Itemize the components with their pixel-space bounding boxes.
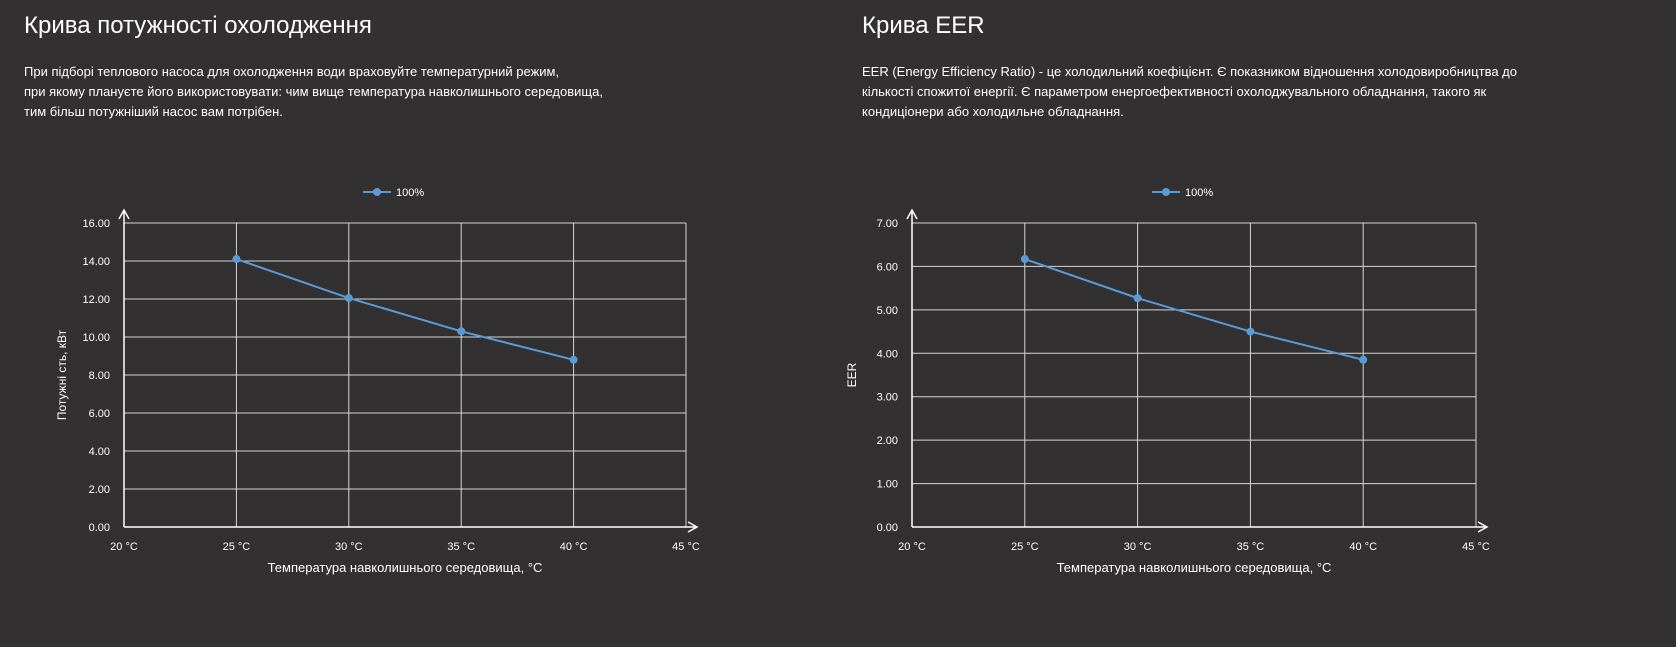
cooling-capacity-chart: 0.00 2.00 4.00 6.00 8.00 10.00 12.00 14.00 16.00… (55, 187, 700, 575)
y-tick-label: 4.00 (89, 446, 110, 458)
data-point (1020, 255, 1029, 264)
y-tick-label: 7.00 (877, 218, 898, 230)
series-line (236, 258, 574, 361)
y-tick-label: 5.00 (877, 305, 898, 317)
y-tick-label: 12.00 (82, 294, 110, 306)
x-tick-label: 30 °C (335, 541, 363, 553)
data-point (1133, 294, 1142, 303)
x-tick-label: 25 °C (223, 541, 251, 553)
y-tick-label: 4.00 (877, 348, 898, 360)
series-line (1024, 258, 1364, 361)
y-tick-label: 8.00 (89, 370, 110, 382)
description-line: При підборі теплового насоса для охолодж… (24, 64, 560, 79)
y-axis-arrow (118, 208, 130, 220)
panel-description: При підборі теплового насоса для охолодж… (24, 62, 664, 122)
x-axis-arrow (1477, 521, 1489, 533)
x-tick-label: 35 °C (1237, 541, 1265, 553)
y-tick-label: 10.00 (82, 332, 110, 344)
x-tick-label: 30 °C (1124, 541, 1152, 553)
x-tick-label: 35 °C (447, 541, 475, 553)
y-tick-label: 2.00 (89, 484, 110, 496)
data-point (1359, 355, 1368, 364)
panel-description: EER (Energy Efficiency Ratio) - це холод… (862, 62, 1562, 122)
description-line: тим більш потужніший насос вам потрібен. (24, 104, 283, 119)
eer-chart: 0.00 1.00 2.00 3.00 4.00 5.00 6.00 7.00 20 °C 25 … (845, 187, 1490, 575)
x-tick-label: 40 °C (560, 541, 588, 553)
x-tick-label: 45 °C (1462, 541, 1490, 553)
x-tick-label: 20 °C (898, 541, 926, 553)
legend-label: 100% (396, 187, 424, 199)
x-tick-label: 40 °C (1349, 541, 1377, 553)
y-tick-label: 16.00 (82, 218, 110, 230)
data-point (569, 355, 578, 364)
data-point (232, 255, 241, 264)
y-tick-label: 14.00 (82, 256, 110, 268)
y-tick-label: 3.00 (877, 392, 898, 404)
description-line: при якому плануєте його використовувати:… (24, 84, 603, 99)
x-axis-title: Температура навколишнього середовища, °C (1057, 560, 1332, 575)
legend-label: 100% (1185, 187, 1213, 199)
y-tick-label: 0.00 (877, 522, 898, 534)
x-axis-title: Температура навколишнього середовища, °C (268, 560, 543, 575)
x-axis-arrow (687, 521, 699, 533)
y-axis-arrow (906, 208, 918, 220)
y-tick-label: 0.00 (89, 522, 110, 534)
eer-panel: Крива EER EER (Energy Efficiency Ratio) … (838, 0, 1676, 647)
legend-marker (373, 188, 381, 196)
y-tick-label: 6.00 (877, 261, 898, 273)
x-tick-label: 45 °C (672, 541, 700, 553)
cooling-capacity-panel: Крива потужності охолодження При підборі… (24, 12, 700, 575)
data-point (457, 327, 466, 336)
y-tick-label: 6.00 (89, 408, 110, 420)
y-axis-title: EER (845, 362, 859, 387)
data-point (344, 294, 353, 303)
description-line: EER (Energy Efficiency Ratio) - це холод… (862, 64, 1517, 79)
x-tick-label: 25 °C (1011, 541, 1039, 553)
y-tick-label: 1.00 (877, 479, 898, 491)
y-tick-label: 2.00 (877, 435, 898, 447)
legend-marker (1162, 188, 1170, 196)
x-tick-label: 20 °C (110, 541, 138, 553)
description-line: кондиціонери або холодильне обладнання. (862, 104, 1124, 119)
description-line: кількості спожитої енергії. Є параметром… (862, 84, 1487, 99)
panel-title: Крива потужності охолодження (24, 12, 372, 39)
y-axis-title: Потужні сть, кВт (55, 329, 69, 420)
data-point (1246, 327, 1255, 336)
panel-title: Крива EER (862, 12, 985, 39)
